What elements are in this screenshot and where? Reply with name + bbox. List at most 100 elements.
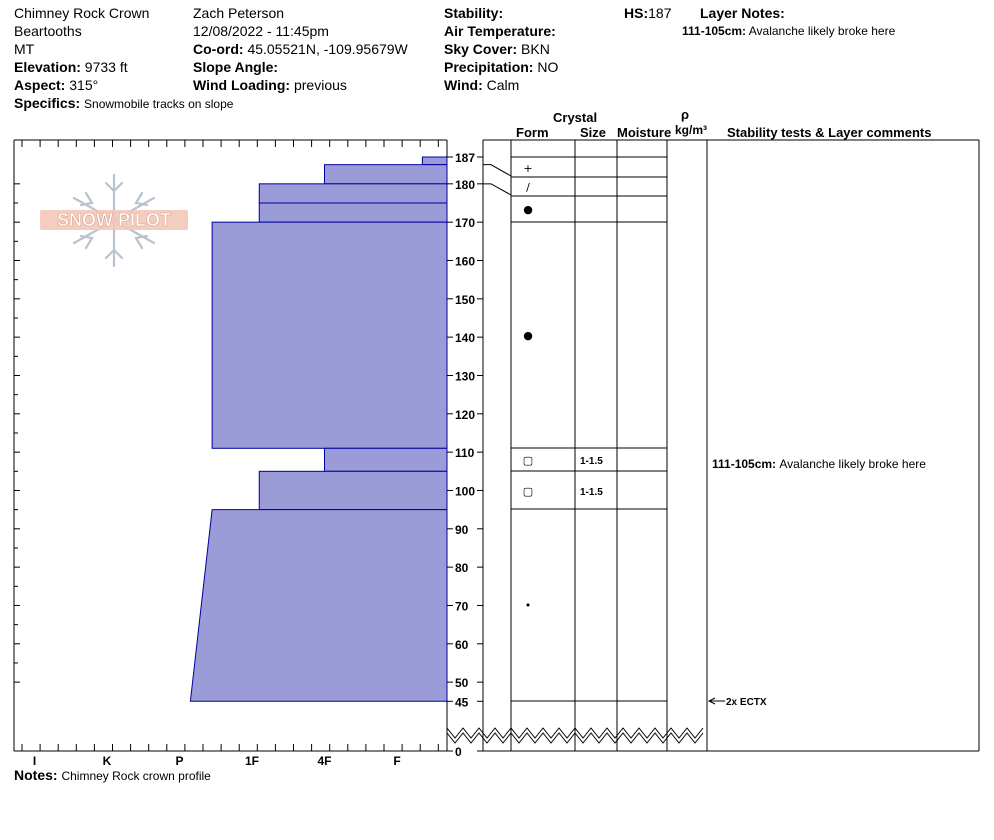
grain-form: + [523, 162, 532, 175]
air-temperature: Air Temperature: [444, 23, 556, 39]
layer-connector [483, 183, 512, 196]
precipitation: Precipitation: NO [444, 59, 558, 75]
stability-label: Stability: [444, 5, 504, 21]
layer-connector [483, 164, 512, 177]
location: Chimney Rock Crown [14, 5, 150, 21]
depth-label: 140 [455, 331, 475, 345]
depth-label: 60 [455, 638, 469, 652]
depth-label: 45 [455, 695, 469, 709]
specifics-label: Specifics: [14, 95, 81, 111]
depth-label: 50 [455, 676, 469, 690]
wind-loading: Wind Loading: previous [193, 77, 347, 93]
elevation-label: Elevation: [14, 59, 81, 75]
layer-note-text: Avalanche likely broke here [748, 24, 896, 38]
depth-label: 130 [455, 369, 475, 383]
stability-test: 2x ECTX [726, 697, 767, 708]
sky-label: Sky Cover: [444, 41, 518, 57]
coord-value: 45.05521N, -109.95679W [247, 41, 408, 57]
crystal-header: Crystal [553, 110, 598, 125]
notes-label: Notes: [14, 767, 58, 783]
hardness-label: F [393, 754, 400, 768]
notes-value: Chimney Rock crown profile [61, 769, 211, 783]
wind: Wind: Calm [444, 77, 519, 93]
aspect: Aspect: 315° [14, 77, 98, 93]
specifics-value: Snowmobile tracks on slope [84, 97, 234, 111]
datetime: 12/08/2022 - 11:45pm [193, 23, 329, 39]
hs-label: HS: [624, 5, 649, 21]
logo-text: SNOW PILOT [57, 210, 171, 230]
grain-form: ▢ [523, 454, 533, 467]
depth-label: 180 [455, 178, 475, 192]
observer: Zach Peterson [193, 5, 285, 21]
density-unit-header: kg/m³ [675, 123, 708, 137]
hardness-layer [258, 470, 448, 511]
elevation: Elevation: 9733 ft [14, 59, 128, 75]
size-header: Size [580, 125, 607, 140]
grain-form: / [526, 181, 530, 194]
depth-label: 0 [455, 745, 462, 759]
depth-break [446, 732, 704, 744]
depth-label: 187 [455, 151, 475, 165]
hardness-layer [189, 509, 448, 702]
coord-label: Co-ord: [193, 41, 244, 57]
stability-test-arrowhead [707, 697, 716, 705]
sky-cover: Sky Cover: BKN [444, 41, 550, 57]
specifics: Specifics: Snowmobile tracks on slope [14, 95, 233, 112]
layer-note: 111-105cm: Avalanche likely broke here [682, 23, 895, 39]
notes: Notes: Chimney Rock crown profile [14, 767, 211, 784]
coordinates: Co-ord: 45.05521N, -109.95679W [193, 41, 408, 57]
wind-value: Calm [486, 77, 520, 93]
depth-label: 120 [455, 408, 475, 422]
hardness-layer [258, 202, 448, 223]
hardness-label: I [33, 754, 36, 768]
hardness-layer [258, 183, 448, 204]
hardness-label: K [103, 754, 112, 768]
depth-label: 70 [455, 599, 469, 613]
layer-comment: 111-105cm: Avalanche likely broke here [712, 457, 926, 471]
grain-form: • [525, 599, 532, 612]
depth-label: 150 [455, 293, 475, 307]
state: MT [14, 41, 35, 57]
grain-size: 1-1.5 [580, 487, 603, 498]
slope-label: Slope Angle: [193, 59, 279, 75]
hardness-label: P [175, 754, 183, 768]
stability-comments-header: Stability tests & Layer comments [727, 125, 932, 140]
precip-value: NO [537, 59, 559, 75]
stability: Stability: [444, 5, 503, 21]
rho-header: ρ [681, 107, 690, 122]
precip-label: Precipitation: [444, 59, 534, 75]
hardness-layer [324, 447, 448, 472]
grain-form: ▢ [523, 485, 533, 498]
slope-angle: Slope Angle: [193, 59, 278, 75]
hardness-label: 1F [245, 754, 259, 768]
wind-label: Wind: [444, 77, 483, 93]
snowpilot-logo: SNOW PILOT [40, 173, 188, 268]
depth-label: 90 [455, 523, 469, 537]
grain-form: ● [523, 203, 533, 216]
depth-label: 170 [455, 216, 475, 230]
grain-form: ● [523, 329, 533, 342]
depth-label: 100 [455, 484, 475, 498]
depth-label: 110 [455, 446, 475, 460]
wind-loading-label: Wind Loading: [193, 77, 291, 93]
grain-size: 1-1.5 [580, 456, 603, 467]
hs: HS:187 [624, 5, 671, 21]
hs-value: 187 [648, 5, 672, 21]
wind-loading-value: previous [293, 77, 347, 93]
sky-value: BKN [521, 41, 550, 57]
hardness-label: 4F [317, 754, 331, 768]
form-header: Form [516, 125, 549, 140]
hardness-layer [324, 164, 448, 185]
hardness-layer [421, 156, 448, 166]
layer-note-depth: 111-105cm: [682, 24, 747, 38]
moisture-header: Moisture [617, 125, 672, 140]
hardness-layer [211, 221, 448, 449]
depth-label: 160 [455, 254, 475, 268]
elevation-value: 9733 ft [84, 59, 128, 75]
air-temp-label: Air Temperature: [444, 23, 556, 39]
depth-label: 80 [455, 561, 469, 575]
aspect-label: Aspect: [14, 77, 66, 93]
depth-break [446, 727, 704, 739]
aspect-value: 315° [69, 77, 99, 93]
